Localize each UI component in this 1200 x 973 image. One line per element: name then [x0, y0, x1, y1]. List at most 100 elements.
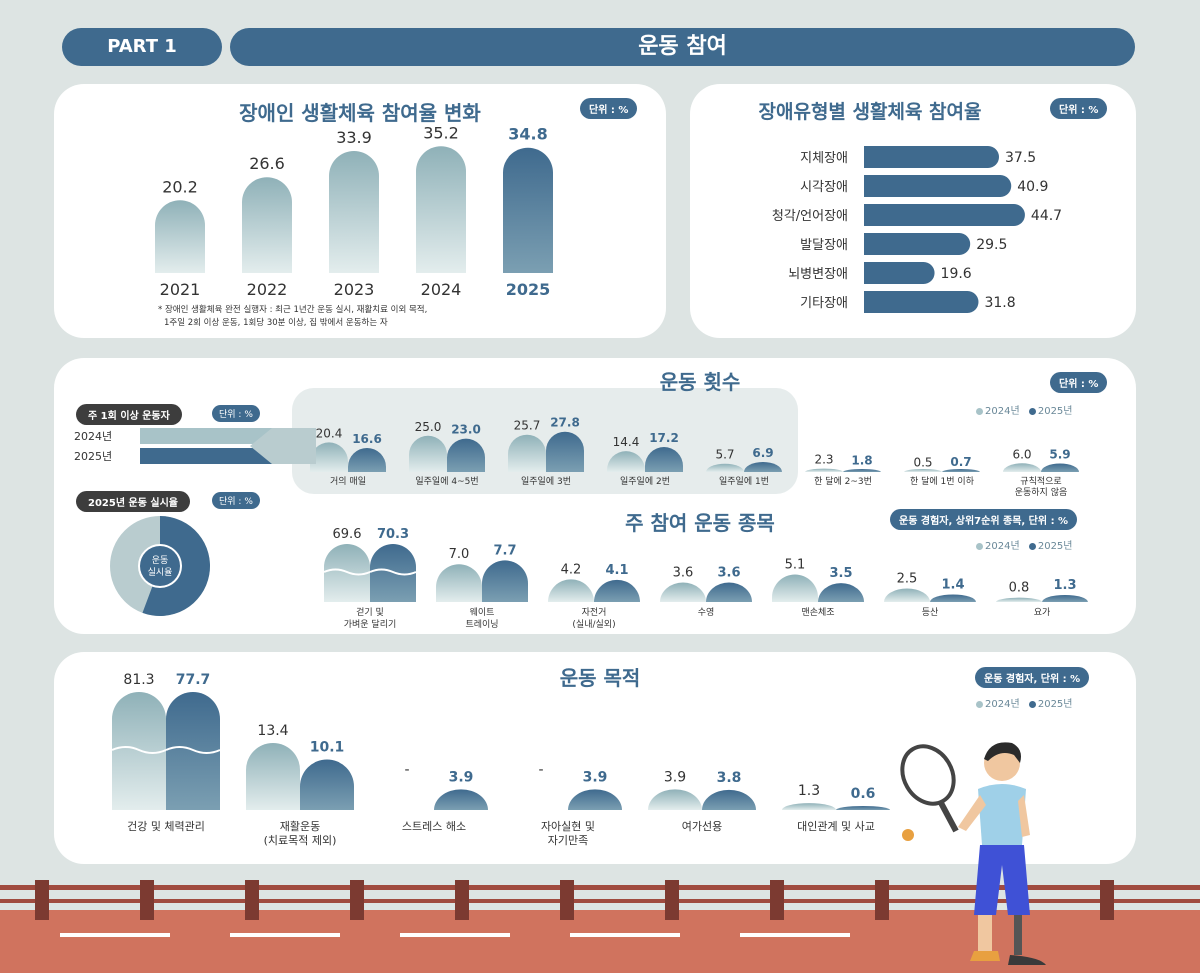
purpose-value-label: 77.7: [176, 672, 211, 688]
frequency-bar: [805, 468, 843, 472]
sports-value-label: 7.0: [449, 547, 470, 562]
purpose-value-label: 3.9: [449, 769, 474, 785]
sports-value-label: 5.1: [785, 557, 806, 572]
frequency-value-label: 23.0: [451, 423, 481, 437]
by-type-value-label: 29.5: [976, 237, 1007, 253]
axis-break-mark: [369, 568, 417, 576]
rate-unit-badge: 단위 : %: [212, 492, 260, 509]
sports-bar: [772, 574, 818, 602]
by-type-value-label: 40.9: [1017, 179, 1048, 195]
track-line: [740, 933, 850, 937]
purpose-value-label: 0.6: [851, 786, 876, 802]
frequency-bar: [508, 434, 546, 472]
fence-posts: [35, 880, 1114, 920]
weekly-arrow: [250, 428, 316, 464]
part-label: PART 1: [107, 36, 177, 57]
frequency-value-label: 6.9: [752, 446, 773, 460]
participation-note: * 장애인 생활체육 완전 실행자 : 최근 1년간 운동 실시, 재활치료 이…: [158, 304, 578, 330]
purpose-value-label: 3.9: [664, 769, 686, 785]
participation-chart: 20.2 2021 26.6 2022 33.9 2023 35.2 2024 34.8 2025: [155, 125, 553, 299]
sports-bar: [996, 597, 1042, 602]
frequency-title: 운동 횟수: [659, 370, 741, 394]
header-title-bar: 운동 참여: [230, 28, 1135, 66]
purpose-legend: 2024년 2025년: [970, 695, 1073, 710]
by-type-category-label: 기타장애: [800, 296, 848, 311]
participation-year-label: 2021: [160, 280, 201, 299]
by-type-bar: [864, 204, 1025, 226]
player-shirt: [978, 784, 1026, 845]
frequency-value-label: 2.3: [814, 453, 833, 467]
purpose-bar: [300, 759, 354, 810]
participation-value-label: 26.6: [249, 154, 285, 173]
tennis-ball: [902, 829, 914, 841]
tennis-player-illustration: [900, 742, 1046, 965]
purpose-category-label: 스트레스 해소: [402, 819, 466, 833]
frequency-highlight: [292, 388, 798, 494]
frequency-value-label: 25.7: [514, 419, 541, 433]
purpose-value-label: 1.3: [798, 783, 820, 799]
by-type-bar: [864, 233, 971, 255]
part-badge: PART 1: [62, 28, 222, 66]
participation-year-label: 2023: [334, 280, 375, 299]
frequency-value-label: 14.4: [613, 435, 640, 449]
by-type-value-label: 19.6: [941, 266, 972, 282]
racket-handle: [937, 799, 959, 833]
sports-value-label: 1.4: [941, 577, 964, 592]
player-shorts: [974, 845, 1030, 915]
rate-donut-label: 실시율: [148, 567, 173, 578]
frequency-bar: [447, 438, 485, 472]
weekly-unit-badge: 단위 : %: [212, 405, 260, 422]
legend-2024-dot: [976, 700, 983, 708]
purpose-bar: [836, 806, 890, 810]
purpose-badge: 운동 경험자, 단위 : %: [975, 667, 1090, 688]
frequency-category-label: 거의 매일: [330, 476, 366, 487]
by-type-bar: [864, 291, 979, 313]
track-scenery: [0, 880, 1200, 973]
purpose-bar: [246, 743, 300, 810]
sports-bar: [706, 582, 752, 602]
frequency-value-label: 6.0: [1012, 447, 1031, 461]
frequency-category-label: 운동하지 않음: [1015, 487, 1068, 498]
sports-value-label: 70.3: [377, 527, 409, 542]
by-type-category-label: 지체장애: [800, 151, 848, 166]
sports-bar: [1042, 594, 1088, 602]
sports-category-label: 자전거: [582, 607, 607, 618]
rate-badge: 2025년 운동 실시율: [76, 491, 190, 512]
frequency-chart: 20.4 16.6 거의 매일 25.0 23.0 일주일에 4~5번 25.7 27.8 일주…: [310, 416, 1079, 498]
sports-value-label: 3.5: [829, 566, 852, 581]
purpose-value-label: 3.9: [583, 769, 608, 785]
rate-value-label: 55.7: [214, 560, 246, 575]
sports-title: 주 참여 운동 종목: [625, 511, 775, 535]
participation-bar: [242, 177, 292, 273]
prosthetic-leg: [1014, 915, 1022, 955]
frequency-bar: [942, 469, 980, 472]
purpose-category-label: 대인관계 및 사교: [797, 820, 875, 833]
participation-note-line2: 1주일 2회 이상 운동, 1회당 30분 이상, 집 밖에서 운동하는 자: [164, 318, 388, 328]
sports-value-label: 3.6: [717, 566, 740, 581]
participation-year-label: 2022: [247, 280, 288, 299]
frequency-category-label: 일주일에 3번: [521, 476, 571, 487]
frequency-bar: [744, 461, 782, 472]
sports-category-label: 등산: [922, 607, 939, 618]
legend-2024-label: 2024년: [985, 699, 1020, 710]
participation-value-label: 20.2: [162, 177, 198, 196]
by-type-value-label: 37.5: [1005, 150, 1036, 166]
frequency-bar: [843, 469, 881, 472]
frequency-bar: [904, 469, 942, 472]
sports-bar: [884, 588, 930, 602]
player-shoe: [970, 951, 1000, 961]
purpose-bar: [702, 789, 756, 810]
frequency-category-label: 규칙적으로: [1020, 475, 1061, 487]
participation-year-label: 2025: [506, 280, 551, 299]
purpose-value-label: 81.3: [123, 672, 154, 688]
frequency-legend: 2024년 2025년: [970, 402, 1073, 417]
sports-badge: 운동 경험자, 상위7순위 종목, 단위 : %: [890, 509, 1078, 530]
frequency-category-label: 한 달에 2~3번: [814, 475, 872, 487]
legend-2024-dot: [976, 542, 983, 550]
sports-bar: [930, 594, 976, 602]
frequency-bar: [409, 435, 447, 472]
frequency-value-label: 0.7: [950, 455, 971, 469]
legend-2025-dot: [1028, 407, 1036, 415]
by-type-bar: [864, 262, 935, 284]
